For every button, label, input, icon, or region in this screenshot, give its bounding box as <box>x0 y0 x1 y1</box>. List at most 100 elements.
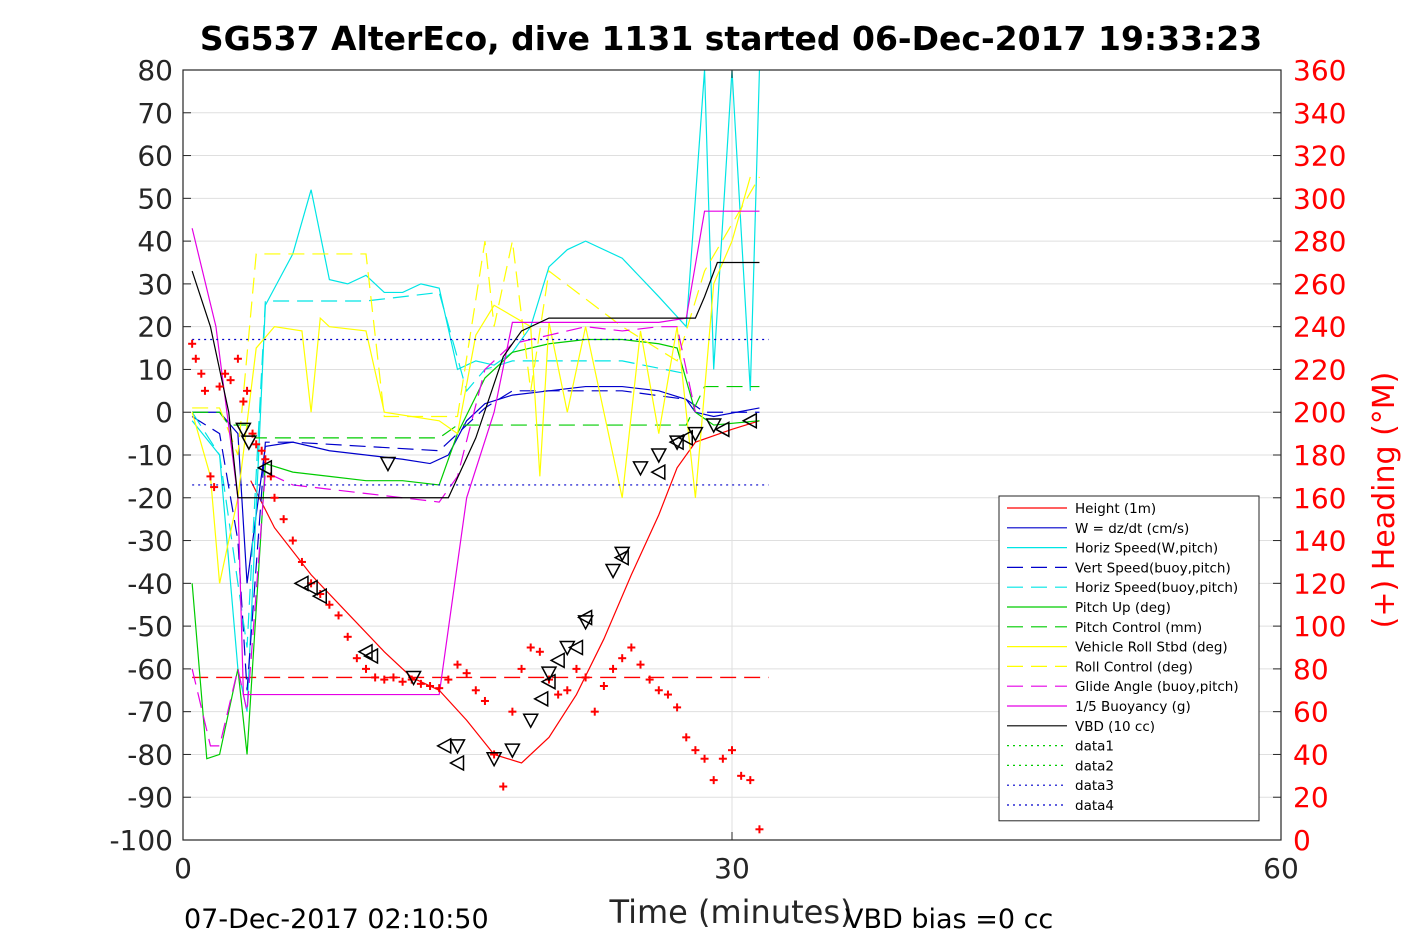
y-tick-label: 10 <box>137 353 173 386</box>
heading-point <box>297 557 306 566</box>
heading-point <box>197 369 206 378</box>
legend-entry: Vehicle Roll Stbd (deg) <box>1075 640 1228 656</box>
triangle-marker <box>522 713 539 729</box>
heading-point <box>191 354 200 363</box>
legend-entry: data3 <box>1075 778 1114 794</box>
heading-point <box>526 643 535 652</box>
heading-point <box>426 682 435 690</box>
triangle-marker <box>650 463 666 481</box>
y-tick-label: 50 <box>137 182 173 215</box>
heading-point <box>210 483 219 492</box>
series-line-2 <box>191 70 761 712</box>
heading-point <box>270 493 279 502</box>
heading-point <box>746 776 755 785</box>
heading-point <box>444 675 453 684</box>
heading-point <box>215 382 224 391</box>
y-tick-label: 60 <box>137 140 173 173</box>
x-tick-label: 60 <box>1263 852 1299 885</box>
triangle-marker <box>362 647 379 665</box>
triangle-marker <box>613 549 629 566</box>
triangle-marker <box>604 563 622 580</box>
legend-entry: data1 <box>1075 739 1114 755</box>
triangle-marker <box>448 754 465 772</box>
data-layer <box>188 70 769 834</box>
triangle-marker <box>668 435 686 451</box>
legend-entry: data2 <box>1075 758 1114 774</box>
heading-point <box>590 707 599 716</box>
heading-point <box>609 664 618 673</box>
y-tick-label: 20 <box>137 311 173 344</box>
triangle-marker <box>677 429 693 447</box>
legend-layer: Height (1m) W = dz/dt (cm/s) Horiz Speed(W… <box>998 495 1260 822</box>
plot-area <box>188 70 769 834</box>
triangle-marker <box>577 609 593 626</box>
y2-tick-label: 80 <box>1293 653 1329 686</box>
heading-point <box>627 643 636 652</box>
triangle-marker <box>405 670 422 687</box>
y2-tick-label: 20 <box>1293 781 1329 814</box>
heading-point <box>453 660 462 669</box>
triangle-marker <box>650 448 668 464</box>
legend-entry: Vert Speed(buoy,pitch) <box>1075 560 1231 576</box>
y2-tick-label: 360 <box>1293 54 1346 87</box>
footer-timestamp: 07-Dec-2017 02:10:50 <box>184 904 489 935</box>
series-line-9 <box>191 326 696 747</box>
legend-entry: Horiz Speed(buoy,pitch) <box>1075 580 1238 596</box>
legend-entry: VBD (10 cc) <box>1075 719 1155 735</box>
triangle-marker <box>714 421 730 438</box>
y-tick-label: 40 <box>137 225 173 258</box>
heading-point <box>691 746 700 755</box>
series-line-0 <box>250 420 760 764</box>
y2-tick-label: 200 <box>1293 396 1346 429</box>
y2-tick-label: 0 <box>1293 824 1311 857</box>
legend-entry: W = dz/dt (cm/s) <box>1075 521 1189 537</box>
heading-point <box>618 654 627 663</box>
triangle-marker <box>379 456 397 473</box>
heading-point <box>279 515 288 524</box>
heading-point <box>221 369 230 378</box>
x-axis-label: Time (minutes) <box>609 893 853 931</box>
triangle-marker <box>436 737 452 755</box>
triangle-marker <box>540 673 556 690</box>
triangle-marker <box>235 422 252 438</box>
heading-point <box>755 825 764 834</box>
y-tick-label: -60 <box>127 653 173 686</box>
y2-tick-label: 340 <box>1293 97 1346 130</box>
y2-tick-label: 120 <box>1293 567 1346 600</box>
heading-point <box>563 686 572 695</box>
series-line-10 <box>191 210 760 696</box>
triangle-marker <box>485 751 503 768</box>
footer-vbd-bias: VBD bias =0 cc <box>845 904 1053 935</box>
heading-point <box>257 446 266 455</box>
y-tick-label: -50 <box>127 610 173 643</box>
triangle-marker <box>632 461 649 477</box>
triangle-marker <box>549 652 565 669</box>
triangle-marker <box>240 435 258 451</box>
y2-tick-label: 300 <box>1293 182 1346 215</box>
heading-point <box>416 679 425 688</box>
triangle-marker <box>559 640 576 657</box>
legend-entry: Roll Control (deg) <box>1075 659 1193 675</box>
heading-point <box>599 682 608 690</box>
heading-point <box>334 611 343 620</box>
heading-point <box>682 733 691 742</box>
triangle-marker <box>449 739 466 755</box>
heading-point <box>288 536 297 545</box>
triangle-marker <box>668 433 684 451</box>
triangle-marker <box>577 615 594 631</box>
y2-tick-label: 100 <box>1293 610 1346 643</box>
series-line-6 <box>192 385 760 439</box>
heading-point <box>654 686 663 695</box>
legend-entry: Pitch Up (deg) <box>1075 600 1171 616</box>
y-tick-label: 30 <box>137 268 173 301</box>
x-tick-label: 30 <box>714 852 750 885</box>
chart-title: SG537 AlterEco, dive 1131 started 06-Dec… <box>200 19 1262 58</box>
heading-point <box>709 776 718 785</box>
legend-entry: Pitch Control (mm) <box>1075 620 1202 636</box>
triangle-marker <box>567 639 584 656</box>
heading-point <box>673 703 682 712</box>
heading-point <box>517 664 526 673</box>
triangle-marker <box>540 666 558 682</box>
y2-tick-label: 280 <box>1293 225 1346 258</box>
y-tick-label: 70 <box>137 97 173 130</box>
